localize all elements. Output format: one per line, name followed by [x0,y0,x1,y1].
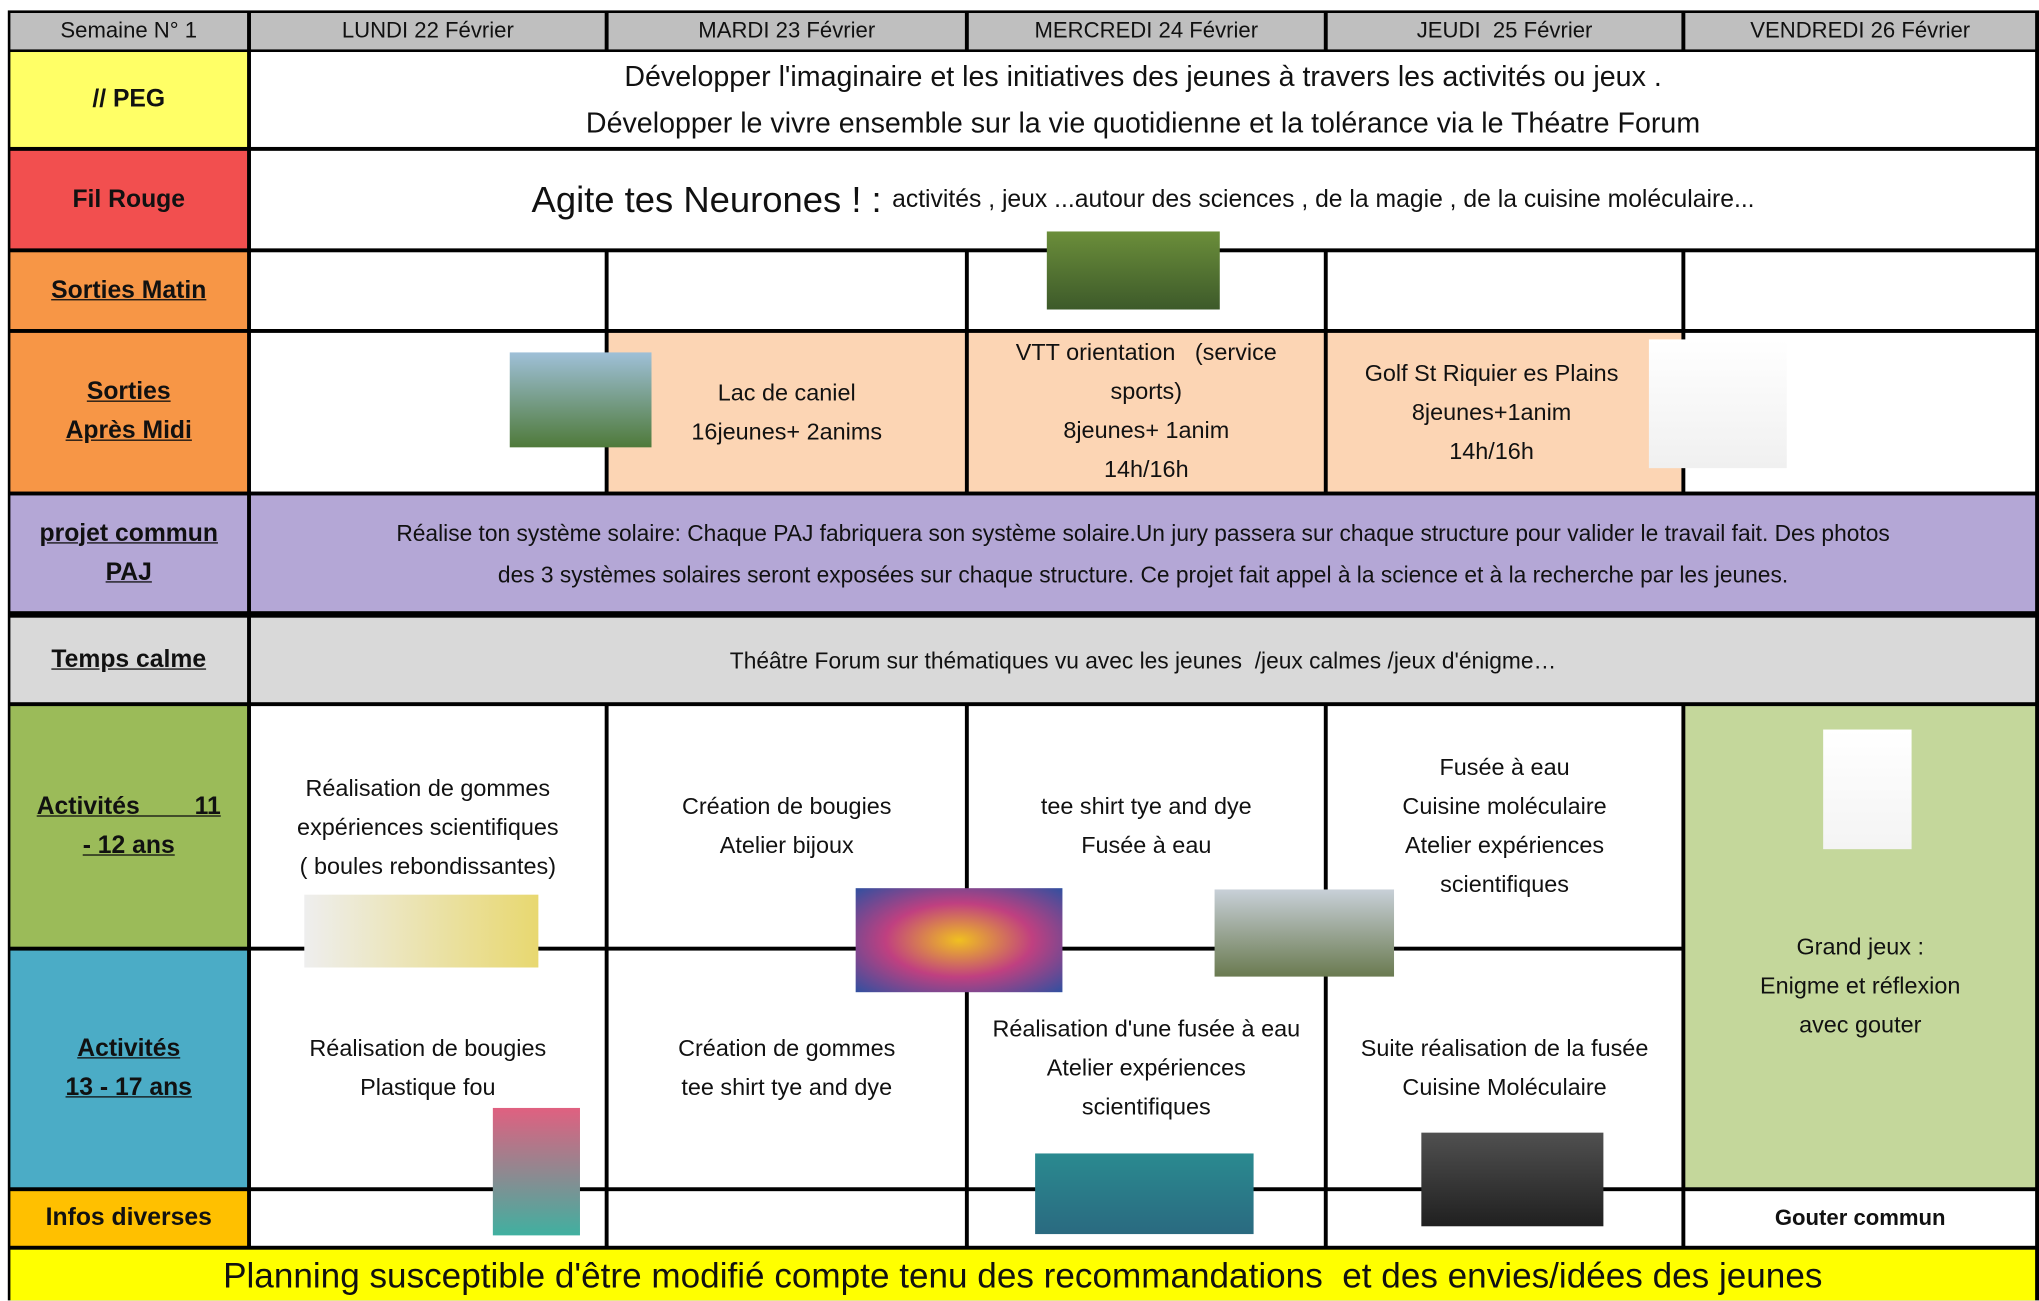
text-line: 8jeunes+ 1anim [1063,417,1230,444]
text-line: Activités [77,1035,181,1063]
row-label: Activités 11 - 12 ans [10,706,248,947]
row-label: Infos diverses [10,1191,248,1246]
text-line: Activités 11 [36,792,221,820]
activity-cell: Lac de caniel 16jeunes+ 2anims [608,332,965,492]
text-line: Création de bougies [681,793,892,820]
text-line: 14h/16h [1103,456,1189,483]
text-line: Grand jeux : [1796,933,1924,960]
text-line: Atelier expériences [1046,1054,1246,1081]
text-line: Golf St Riquier es Plains [1364,360,1619,387]
text-line: scientifiques [1081,1093,1211,1120]
text-line: Fusée à eau [1439,754,1570,781]
text-line: - 12 ans [82,831,175,859]
text-line: 16jeunes+ 2anims [691,418,883,445]
infos-text: Gouter commun [1685,1191,2036,1246]
row-label: Sorties Matin [10,252,248,330]
row-label: // PEG [10,52,248,147]
text-line: 8jeunes+1anim [1411,399,1572,426]
projet-text: Réalise ton système solaire: Chaque PAJ … [250,495,2036,612]
text-line: Réalisation d'une fusée à eau [992,1015,1301,1042]
text-line: Enigme et réflexion [1760,972,1961,999]
photo [855,888,1063,993]
text-line: tee shirt tye and dye [1040,793,1252,820]
text-line: sports) [1110,378,1183,405]
fil-rouge-title: Agite tes Neurones ! : [531,178,882,220]
empty-cell [1685,252,2036,330]
text-line: Après Midi [65,417,192,445]
text-line: Sorties [86,378,171,406]
temps-calme-text: Théâtre Forum sur thématiques vu avec le… [250,617,2036,703]
text-line: Atelier bijoux [719,832,854,859]
row-label: Activités 13 - 17 ans [10,950,248,1188]
activity-cell: Golf St Riquier es Plains 8jeunes+1anim 14… [1327,332,1682,492]
text-line: Réalisation de bougies [309,1035,547,1062]
text-line: Réalisation de gommes [305,775,551,802]
photo [509,352,652,448]
empty-cell [608,252,965,330]
text-line: Lac de caniel [717,379,856,406]
text-line: Suite réalisation de la fusée [1360,1035,1649,1062]
text-line: Développer le vivre ensemble sur la vie … [585,105,1701,139]
photo [1214,889,1395,977]
photo [1046,231,1220,310]
activity-cell: VTT orientation (service sports) 8jeunes+ … [968,332,1324,492]
photo [1035,1153,1254,1235]
text-line: avec gouter [1799,1011,1922,1038]
row-label: Fil Rouge [10,150,248,249]
fil-rouge-detail: activités , jeux ...autour des sciences … [892,185,1755,213]
row-label: Temps calme [10,617,248,703]
text-line: Cuisine Moléculaire [1402,1074,1607,1101]
photo [492,1107,580,1236]
column-header: LUNDI 22 Février [250,13,605,50]
text-line: des 3 systèmes solaires seront exposées … [497,561,1789,588]
column-header: MARDI 23 Février [608,13,965,50]
peg-text: Développer l'imaginaire et les initiativ… [250,52,2036,147]
text-line: 13 - 17 ans [65,1074,192,1102]
row-label: Sorties Après Midi [10,332,248,492]
text-line: Plastique fou [360,1074,496,1101]
text-line: Création de gommes [678,1035,896,1062]
column-header: JEUDI 25 Février [1327,13,1682,50]
row-label: projet commun PAJ [10,495,248,612]
column-header: MERCREDI 24 Février [968,13,1324,50]
text-line: tee shirt tye and dye [681,1074,893,1101]
text-line: expériences scientifiques [297,814,559,841]
fil-rouge-text: Agite tes Neurones ! : activités , jeux .… [250,150,2036,249]
activity-cell: Fusée à eau Cuisine moléculaire Atelier ex… [1327,706,1682,947]
text-line: scientifiques [1440,871,1569,898]
text-line: Fusée à eau [1081,832,1212,859]
photo [304,894,539,968]
text-line: VTT orientation (service [1015,339,1277,366]
text-line: Cuisine moléculaire [1402,793,1607,820]
column-header: Semaine N° 1 [10,13,248,50]
text-line: projet commun [39,519,218,547]
photo [1421,1132,1604,1227]
empty-cell [1327,252,1682,330]
text-line: PAJ [105,558,152,586]
activity-cell: Suite réalisation de la fusée Cuisine Mol… [1327,950,1682,1188]
text-line: 14h/16h [1449,438,1534,465]
text-line: Réalise ton système solaire: Chaque PAJ … [396,519,1890,546]
photo [1823,729,1912,850]
column-header: VENDREDI 26 Février [1685,13,2036,50]
empty-cell [608,1191,965,1246]
empty-cell [250,252,605,330]
text-line: Développer l'imaginaire et les initiativ… [624,59,1662,92]
text-line: Atelier expériences [1405,832,1605,859]
text-line: ( boules rebondissantes) [299,853,557,880]
photo [1648,339,1787,469]
footer-note: Planning susceptible d'être modifié comp… [10,1249,2036,1301]
